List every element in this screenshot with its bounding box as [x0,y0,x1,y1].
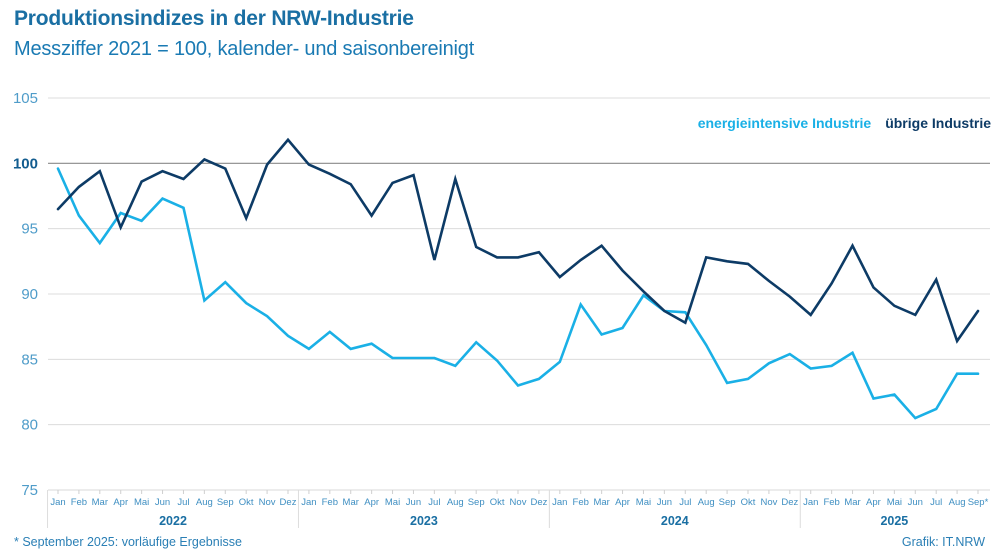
x-tick-label: Aug [698,497,715,508]
chart-subtitle: Messziffer 2021 = 100, kalender- und sai… [14,38,475,60]
y-tick-label: 90 [21,286,38,303]
x-tick-label: Jun [406,497,421,508]
legend-item-uebrige: übrige Industrie [885,115,991,131]
x-tick-label: Apr [364,497,379,508]
x-tick-label: Dez [280,497,297,508]
x-tick-label: Feb [573,497,589,508]
footnote: * September 2025: vorläufige Ergebnisse [14,535,242,549]
x-tick-label: Mai [385,497,400,508]
x-tick-label: Mai [636,497,651,508]
x-tick-label: Sep [217,497,234,508]
x-tick-label: Jan [552,497,567,508]
x-tick-label: Feb [322,497,338,508]
y-tick-label: 85 [21,351,38,368]
x-tick-label: Nov [510,497,527,508]
x-tick-label: Jul [679,497,691,508]
y-tick-label: 105 [13,90,38,107]
x-tick-label: Jun [908,497,923,508]
x-tick-label: Jun [657,497,672,508]
y-tick-label: 80 [21,417,38,434]
source-credit: Grafik: IT.NRW [901,535,985,549]
x-tick-label: Jul [930,497,942,508]
x-tick-label: Feb [823,497,839,508]
legend: energieintensive Industrie übrige Indust… [698,115,991,131]
x-tick-label: Dez [530,497,547,508]
x-tick-label: Mar [92,497,108,508]
y-tick-label: 100 [13,155,38,172]
year-label: 2024 [661,514,689,528]
legend-item-energieintensive: energieintensive Industrie [697,115,872,131]
x-tick-label: Aug [447,497,464,508]
x-tick-label: Mar [593,497,609,508]
x-tick-label: Apr [615,497,630,508]
x-tick-label: Apr [866,497,881,508]
x-tick-label: Sep* [968,497,989,508]
series-line-uebrige [56,137,980,344]
x-axis: Jan Feb Mar Apr Mai Jun Jul Aug Sep Okt Nov Dez Jan F… [47,489,990,528]
x-tick-label: Jan [301,497,316,508]
x-tick-label: Apr [113,497,128,508]
x-tick-label: Okt [490,497,505,508]
chart-title: Produktionsindizes in der NRW-Industrie [14,7,414,30]
x-tick-label: Mar [844,497,860,508]
y-axis-ticks: 75 80 85 90 95 100 105 [13,90,38,499]
x-tick-label: Dez [781,497,798,508]
x-tick-label: Mai [887,497,902,508]
x-tick-label: Sep [719,497,736,508]
year-label: 2025 [880,514,908,528]
y-tick-label: 95 [21,221,38,238]
x-tick-label: Jan [50,497,65,508]
x-tick-label: Mar [343,497,359,508]
x-tick-label: Feb [71,497,87,508]
x-tick-label: Jun [155,497,170,508]
x-tick-label: Nov [760,497,777,508]
x-tick-label: Jan [803,497,818,508]
year-label: 2022 [159,514,187,528]
gridlines [48,97,990,426]
series-line-energieintensive [56,167,980,420]
x-tick-label: Aug [949,497,966,508]
x-tick-label: Jul [177,497,189,508]
x-tick-label: Jul [428,497,440,508]
x-tick-label: Mai [134,497,149,508]
year-label: 2023 [410,514,438,528]
x-tick-label: Sep [468,497,485,508]
x-tick-label: Nov [259,497,276,508]
y-tick-label: 75 [21,482,38,499]
series-lines [56,137,980,420]
x-tick-label: Okt [741,497,756,508]
x-tick-label: Aug [196,497,213,508]
x-tick-label: Okt [239,497,254,508]
